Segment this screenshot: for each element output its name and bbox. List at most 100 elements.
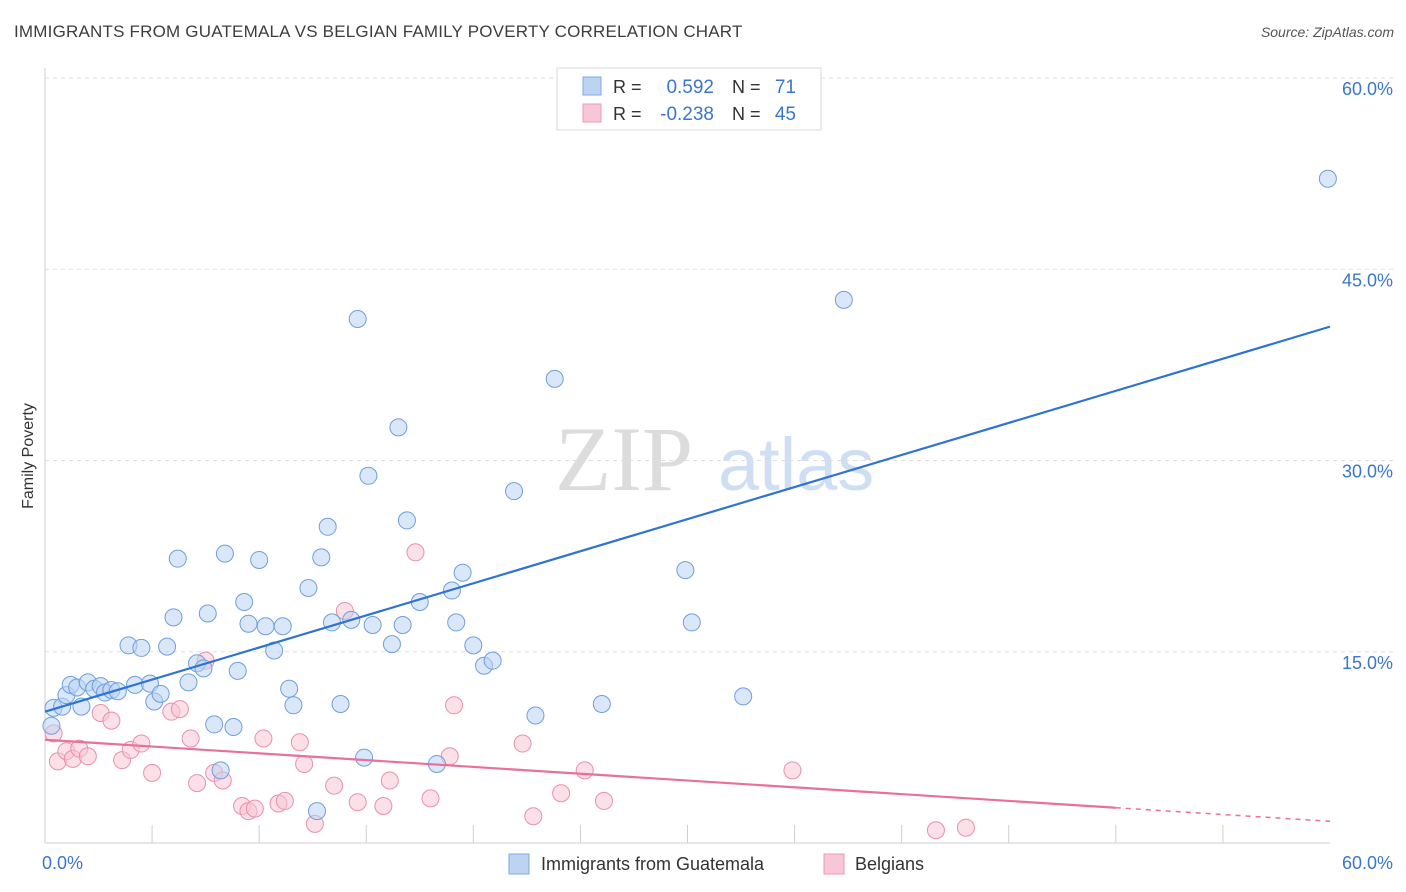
point-belgians <box>290 733 309 752</box>
point-guatemala <box>239 614 258 633</box>
point-guatemala <box>132 638 151 657</box>
point-guatemala <box>382 635 401 654</box>
point-guatemala <box>545 369 564 388</box>
gridlines <box>45 77 1395 653</box>
point-guatemala <box>312 548 331 567</box>
point-belgians <box>524 807 543 826</box>
point-belgians <box>254 729 273 748</box>
point-belgians <box>181 729 200 748</box>
point-belgians <box>170 700 189 719</box>
point-guatemala <box>318 517 337 536</box>
point-guatemala <box>235 593 254 612</box>
stats-n-label-1: N = <box>732 77 761 97</box>
y-tick-labels: 15.0% 30.0% 45.0% 60.0% <box>1342 79 1393 673</box>
y-axis-label: Family Poverty <box>20 403 37 509</box>
point-guatemala <box>164 608 183 627</box>
legend-label-belgians: Belgians <box>855 854 924 874</box>
point-guatemala <box>447 613 466 632</box>
point-belgians <box>783 761 802 780</box>
series-guatemala-points <box>42 169 1337 821</box>
x-ticks <box>151 825 1224 843</box>
y-tick-label: 15.0% <box>1342 653 1393 673</box>
legend-swatch-guatemala <box>508 853 530 875</box>
point-belgians <box>594 791 613 810</box>
y-tick-label: 30.0% <box>1342 462 1393 482</box>
point-belgians <box>245 799 264 818</box>
point-belgians <box>406 543 425 562</box>
point-guatemala <box>363 615 382 634</box>
point-belgians <box>348 793 367 812</box>
point-belgians <box>275 791 294 810</box>
point-guatemala <box>676 561 695 580</box>
point-guatemala <box>464 636 483 655</box>
x-tick-labels: 0.0% 60.0% <box>42 853 1393 873</box>
stats-swatch-blue <box>582 76 602 96</box>
point-belgians <box>78 747 97 766</box>
trend-line-extension <box>1115 806 1331 823</box>
point-guatemala <box>483 651 502 670</box>
point-guatemala <box>355 748 374 767</box>
point-guatemala <box>453 563 472 582</box>
point-belgians <box>956 818 975 837</box>
watermark-zip: ZIP <box>555 408 693 510</box>
point-guatemala <box>393 615 412 634</box>
point-belgians <box>926 821 945 840</box>
point-belgians <box>374 797 393 816</box>
point-guatemala <box>168 549 187 568</box>
point-guatemala <box>1318 169 1337 188</box>
point-guatemala <box>224 717 243 736</box>
point-belgians <box>143 763 162 782</box>
stats-r-label-2: R = <box>613 104 642 124</box>
point-guatemala <box>151 684 170 703</box>
point-guatemala <box>280 679 299 698</box>
point-guatemala <box>205 715 224 734</box>
stats-legend: R = 0.592 N = 71 R = -0.238 N = 45 <box>556 67 822 131</box>
y-tick-label: 60.0% <box>1342 79 1393 99</box>
point-guatemala <box>198 604 217 623</box>
point-guatemala <box>331 695 350 714</box>
point-guatemala <box>158 637 177 656</box>
point-guatemala <box>734 687 753 706</box>
point-guatemala <box>526 706 545 725</box>
point-belgians <box>102 711 121 730</box>
x-tick-label-min: 0.0% <box>42 853 83 873</box>
point-belgians <box>575 761 594 780</box>
point-guatemala <box>299 579 318 597</box>
stats-n-value-1: 71 <box>775 77 796 98</box>
stats-r-value-1: 0.592 <box>666 77 714 98</box>
point-guatemala <box>307 802 326 821</box>
point-belgians <box>132 734 151 753</box>
point-guatemala <box>256 617 275 636</box>
point-belgians <box>445 696 464 715</box>
stats-r-label-1: R = <box>613 77 642 97</box>
point-guatemala <box>834 290 853 309</box>
chart-title: IMMIGRANTS FROM GUATEMALA VS BELGIAN FAM… <box>14 22 743 41</box>
point-guatemala <box>682 613 701 632</box>
point-belgians <box>325 776 344 795</box>
point-guatemala <box>215 544 234 563</box>
point-guatemala <box>194 659 213 678</box>
stats-r-value-2: -0.238 <box>660 104 714 125</box>
stats-n-label-2: N = <box>732 104 761 124</box>
point-belgians <box>421 789 440 808</box>
point-guatemala <box>284 696 303 715</box>
series-legend: Immigrants from Guatemala Belgians <box>508 853 924 875</box>
trend-line-belgians <box>44 738 1116 809</box>
legend-swatch-belgians <box>823 853 845 875</box>
source-credit: Source: ZipAtlas.com <box>1260 24 1394 40</box>
point-belgians <box>295 754 314 773</box>
trend-lines <box>44 325 1331 823</box>
y-tick-label: 45.0% <box>1342 270 1393 290</box>
trend-line-guatemala <box>44 325 1331 713</box>
watermark-atlas: atlas <box>718 423 874 506</box>
point-belgians <box>188 774 207 793</box>
point-guatemala <box>348 309 367 328</box>
point-belgians <box>380 771 399 790</box>
point-guatemala <box>211 761 230 780</box>
point-guatemala <box>397 511 416 530</box>
point-belgians <box>513 734 532 753</box>
stats-swatch-pink <box>582 103 602 123</box>
point-guatemala <box>273 617 292 636</box>
point-guatemala <box>592 695 611 714</box>
